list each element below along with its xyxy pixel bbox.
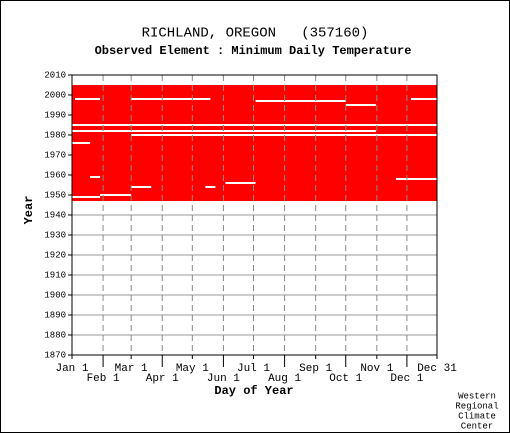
credit-text: Climate: [458, 411, 496, 421]
missing-gap: [100, 194, 132, 196]
y-tick-label: 1920: [44, 250, 66, 260]
missing-gap: [131, 98, 211, 100]
credit-text: Western: [458, 391, 496, 401]
x-tick-label: Apr 1: [146, 373, 179, 385]
x-tick-label: Aug 1: [268, 373, 301, 385]
y-tick-label: 1960: [44, 170, 66, 180]
y-tick-label: 1980: [44, 130, 66, 140]
credit-text: Center: [461, 421, 493, 431]
y-tick-label: 1940: [44, 210, 66, 220]
missing-gap: [345, 104, 376, 106]
chart-subtitle: Observed Element : Minimum Daily Tempera…: [95, 44, 412, 58]
missing-gap: [395, 178, 437, 180]
x-tick-label: Oct 1: [329, 373, 362, 385]
x-tick-label: Dec 31: [417, 363, 457, 375]
x-tick-label: Dec 1: [390, 373, 423, 385]
y-tick-label: 1910: [44, 270, 66, 280]
y-tick-label: 1950: [44, 190, 66, 200]
missing-gap: [205, 186, 216, 188]
x-tick-label: May 1: [176, 363, 209, 375]
missing-gap: [72, 130, 376, 132]
missing-gap: [72, 196, 101, 198]
y-tick-label: 1870: [44, 350, 66, 360]
missing-gap: [225, 182, 256, 184]
missing-gap: [131, 186, 152, 188]
y-tick-label: 1930: [44, 230, 66, 240]
y-tick-label: 1990: [44, 110, 66, 120]
missing-gap: [75, 98, 101, 100]
plot-border: [71, 74, 438, 356]
y-tick-label: 2000: [44, 90, 66, 100]
y-tick-label: 1890: [44, 310, 66, 320]
chart-title: RICHLAND, OREGON (357160): [142, 26, 369, 42]
missing-gap: [410, 98, 437, 100]
x-tick-label: Jan 1: [55, 363, 88, 375]
x-axis-label: Day of Year: [214, 384, 293, 398]
y-tick-label: 1970: [44, 150, 66, 160]
x-tick-label: Jun 1: [207, 373, 240, 385]
x-tick-label: Feb 1: [87, 373, 120, 385]
missing-gap: [90, 176, 101, 178]
credit-text: Regional: [455, 401, 498, 411]
missing-gap: [72, 142, 91, 144]
x-tick-label: Mar 1: [115, 363, 148, 375]
y-tick-label: 1900: [44, 290, 66, 300]
missing-gap: [72, 124, 437, 126]
x-tick-label: Sep 1: [299, 363, 332, 375]
missing-gap: [255, 100, 346, 102]
y-tick-label: 2010: [44, 70, 66, 80]
x-tick-label: Jul 1: [237, 363, 270, 375]
missing-gap: [131, 134, 437, 136]
data-coverage: [72, 85, 437, 201]
y-axis-label: Year: [22, 196, 36, 225]
y-tick-label: 1880: [44, 330, 66, 340]
x-tick-label: Nov 1: [360, 363, 393, 375]
